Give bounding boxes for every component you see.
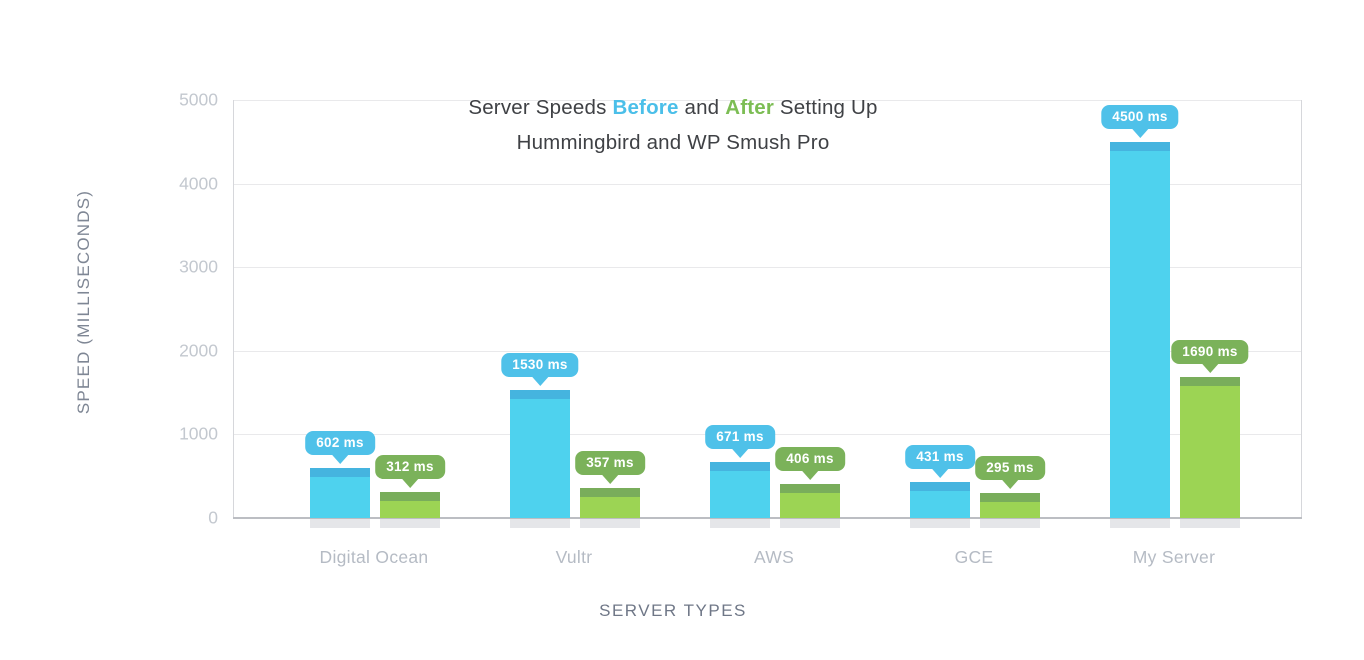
bar-cap-before-aws (710, 462, 770, 471)
bar-after-gce (980, 493, 1040, 518)
bar-cap-after-gce (980, 493, 1040, 502)
bar-cap-before-digital-ocean (310, 468, 370, 477)
category-label-my-server: My Server (1132, 547, 1216, 567)
value-label-bubble-before-aws: 671 ms (705, 425, 775, 449)
value-label-bubble-after-aws: 406 ms (775, 447, 845, 471)
value-label-pointer-before-gce (932, 469, 948, 478)
bar-cap-after-my-server (1180, 377, 1240, 386)
value-label-before-digital-ocean: 602 ms (305, 431, 375, 464)
bar-base-shadow-before-vultr (510, 519, 570, 528)
bar-base-shadow-after-vultr (580, 519, 640, 528)
value-label-bubble-after-my-server: 1690 ms (1171, 340, 1249, 364)
bar-after-vultr (580, 488, 640, 518)
y-tick-label-4000: 4000 (179, 173, 218, 194)
bar-cap-after-digital-ocean (380, 492, 440, 501)
bar-cap-before-vultr (510, 390, 570, 399)
value-label-pointer-before-digital-ocean (332, 455, 348, 464)
y-tick-label-3000: 3000 (179, 256, 218, 277)
y-tick-label-0: 0 (208, 507, 218, 528)
bar-base-shadow-after-my-server (1180, 519, 1240, 528)
bar-cap-before-gce (910, 482, 970, 491)
bar-base-shadow-after-gce (980, 519, 1040, 528)
title-text-segment: Setting Up (774, 96, 878, 119)
bar-cap-after-aws (780, 484, 840, 493)
gridline-5000 (234, 100, 1301, 101)
bar-cap-before-my-server (1110, 142, 1170, 151)
value-label-pointer-after-aws (802, 471, 818, 480)
bar-before-my-server (1110, 142, 1170, 518)
bar-base-shadow-after-aws (780, 519, 840, 528)
x-axis-baseline (233, 517, 1302, 519)
bar-before-aws (710, 462, 770, 518)
y-tick-label-2000: 2000 (179, 340, 218, 361)
plot-area: 602 ms 312 ms 1530 ms 357 ms 671 ms 406 ms 431… (233, 100, 1302, 528)
value-label-bubble-after-digital-ocean: 312 ms (375, 455, 445, 479)
chart-title-line1: Server Speeds Before and After Setting U… (273, 90, 1073, 125)
value-label-after-vultr: 357 ms (575, 451, 645, 484)
value-label-bubble-after-vultr: 357 ms (575, 451, 645, 475)
value-label-pointer-after-my-server (1202, 364, 1218, 373)
title-text-segment: Server Speeds (468, 96, 613, 119)
chart-title-line2: Hummingbird and WP Smush Pro (516, 131, 830, 154)
bar-after-my-server (1180, 377, 1240, 518)
title-accent-after: After (725, 96, 775, 119)
category-label-gce: GCE (954, 547, 994, 567)
value-label-pointer-before-vultr (532, 377, 548, 386)
gridline-3000 (234, 267, 1301, 269)
bar-base-shadow-before-aws (710, 519, 770, 528)
y-axis-tick-labels: 5000 4000 3000 2000 1000 0 (0, 90, 218, 528)
value-label-bubble-before-my-server: 4500 ms (1101, 105, 1179, 129)
value-label-pointer-before-aws (732, 449, 748, 458)
value-label-before-vultr: 1530 ms (501, 353, 579, 386)
y-tick-label-5000: 5000 (179, 89, 218, 110)
y-tick-label-1000: 1000 (179, 423, 218, 444)
value-label-before-gce: 431 ms (905, 445, 975, 478)
value-label-before-my-server: 4500 ms (1101, 105, 1179, 138)
bar-base-shadow-before-my-server (1110, 519, 1170, 528)
value-label-before-aws: 671 ms (705, 425, 775, 458)
gridline-2000 (234, 350, 1301, 352)
bar-after-digital-ocean (380, 492, 440, 518)
title-text-segment: and (678, 96, 726, 119)
value-label-pointer-after-digital-ocean (402, 479, 418, 488)
value-label-pointer-before-my-server (1132, 129, 1148, 138)
value-label-bubble-before-digital-ocean: 602 ms (305, 431, 375, 455)
bar-base-shadow-before-digital-ocean (310, 519, 370, 528)
bar-base-shadow-before-gce (910, 519, 970, 528)
title-accent-before: Before (612, 96, 679, 119)
chart-title: Server Speeds Before and After Setting U… (273, 90, 1073, 160)
bar-before-digital-ocean (310, 468, 370, 518)
gridline-4000 (234, 183, 1301, 185)
category-label-aws: AWS (753, 547, 795, 567)
value-label-after-digital-ocean: 312 ms (375, 455, 445, 488)
value-label-bubble-before-vultr: 1530 ms (501, 353, 579, 377)
value-label-after-gce: 295 ms (975, 456, 1045, 489)
category-label-digital-ocean: Digital Ocean (319, 547, 429, 567)
bar-before-vultr (510, 390, 570, 518)
value-label-pointer-after-gce (1002, 480, 1018, 489)
value-label-after-aws: 406 ms (775, 447, 845, 480)
bar-base-shadow-after-digital-ocean (380, 519, 440, 528)
value-label-after-my-server: 1690 ms (1171, 340, 1249, 373)
value-label-bubble-before-gce: 431 ms (905, 445, 975, 469)
category-label-vultr: Vultr (555, 547, 593, 567)
bar-before-gce (910, 482, 970, 518)
bar-after-aws (780, 484, 840, 518)
x-axis-title: SERVER TYPES (599, 601, 747, 620)
bar-cap-after-vultr (580, 488, 640, 497)
value-label-pointer-after-vultr (602, 475, 618, 484)
value-label-bubble-after-gce: 295 ms (975, 456, 1045, 480)
